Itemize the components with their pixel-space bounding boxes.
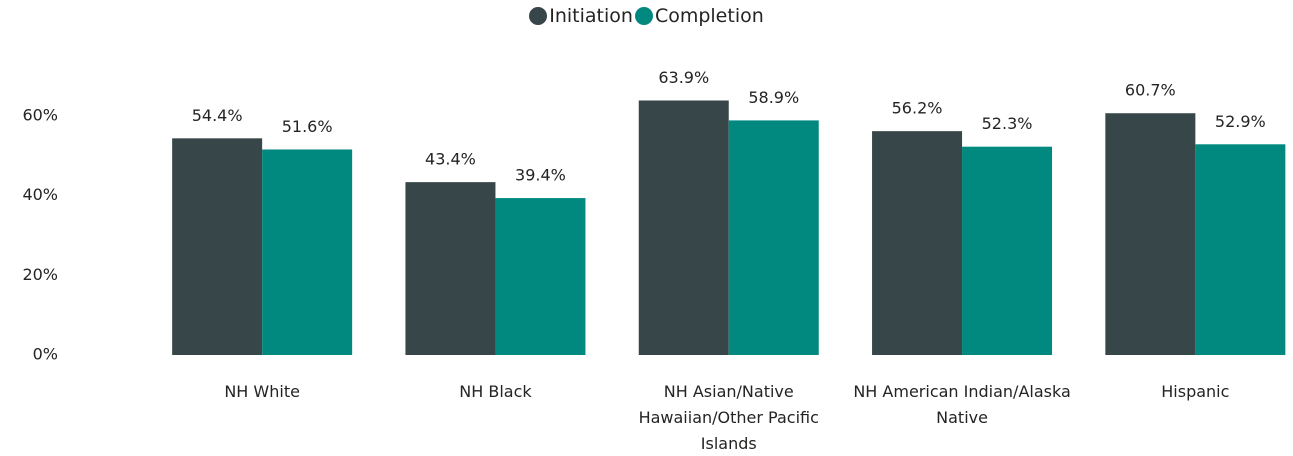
legend-item: Initiation xyxy=(529,5,633,27)
y-tick-label: 60% xyxy=(22,106,58,125)
data-label: 56.2% xyxy=(892,99,943,118)
y-tick-label: 40% xyxy=(22,185,58,204)
data-label: 39.4% xyxy=(515,166,566,185)
legend-marker xyxy=(529,7,548,25)
bar xyxy=(962,146,1053,355)
bar xyxy=(405,182,496,355)
y-tick-label: 20% xyxy=(22,265,58,284)
x-tick-label: Hispanic xyxy=(1161,382,1230,401)
bar xyxy=(1105,113,1196,355)
legend-label: Initiation xyxy=(549,5,633,27)
bar xyxy=(172,138,263,355)
legend-item: Completion xyxy=(634,5,764,27)
x-tick-label: NH American Indian/Alaska Native xyxy=(853,382,1071,427)
legend-marker xyxy=(634,7,653,25)
bar xyxy=(728,120,819,355)
x-tick-label: NH Asian/Native Hawaiian/Other Pacific I… xyxy=(638,382,819,453)
data-label: 52.9% xyxy=(1215,112,1266,131)
data-label: 51.6% xyxy=(282,117,333,136)
data-label: 60.7% xyxy=(1125,81,1176,100)
bar xyxy=(872,131,963,355)
bar xyxy=(1195,144,1286,355)
data-label: 58.9% xyxy=(748,88,799,107)
data-label: 54.4% xyxy=(192,106,243,125)
bar xyxy=(262,149,353,355)
y-tick-label: 0% xyxy=(33,345,58,364)
data-label: 43.4% xyxy=(425,150,476,169)
x-tick-label: NH Black xyxy=(459,382,532,401)
x-tick-label: NH White xyxy=(224,382,300,401)
bar xyxy=(495,198,586,355)
data-label: 63.9% xyxy=(658,68,709,87)
legend: Initiation Completion xyxy=(0,5,1293,27)
legend-label: Completion xyxy=(654,5,764,27)
bar xyxy=(638,100,729,355)
data-label: 52.3% xyxy=(982,114,1033,133)
